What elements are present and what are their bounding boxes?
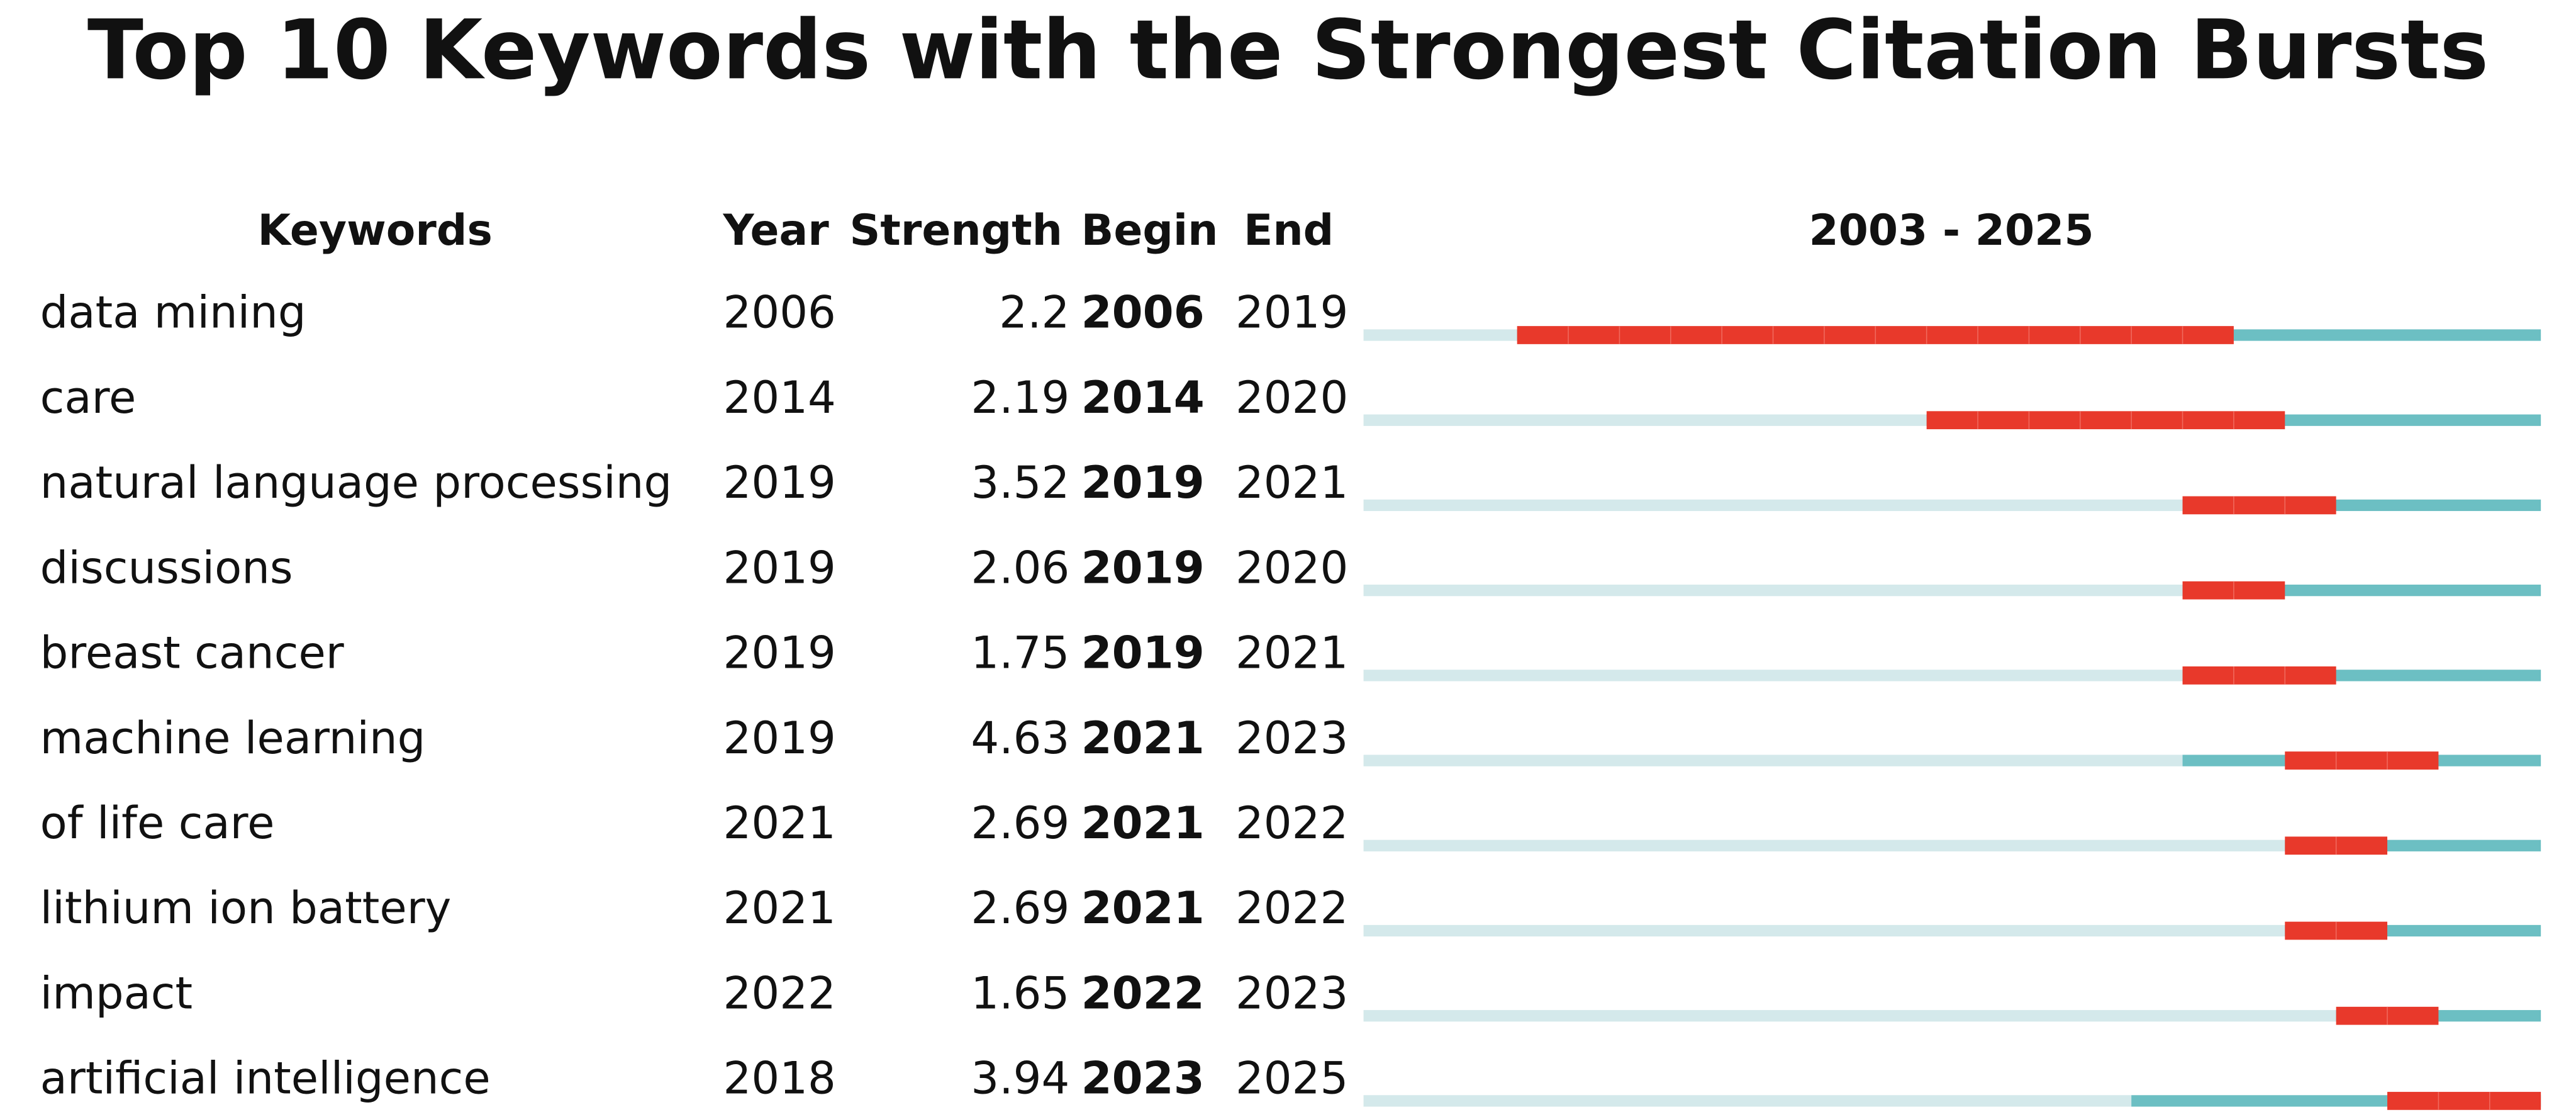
end: 2022 (1235, 882, 1348, 934)
begin: 2006 (1081, 287, 1205, 339)
strength: 1.75 (971, 627, 1069, 679)
year: 2019 (723, 542, 836, 593)
end: 2021 (1235, 627, 1348, 679)
burst (2387, 1092, 2541, 1110)
header: Year (723, 206, 830, 255)
begin: 2022 (1081, 967, 1205, 1019)
strength: 2.06 (971, 542, 1069, 593)
strength: 2.19 (971, 372, 1069, 424)
keyword: impact (40, 967, 193, 1019)
begin: 2021 (1081, 712, 1205, 764)
begin: 2019 (1081, 457, 1205, 508)
year: 2014 (723, 372, 836, 424)
year: 2021 (723, 882, 836, 934)
strength: 2.2 (999, 287, 1069, 339)
year: 2006 (723, 287, 836, 339)
begin: 2019 (1081, 627, 1205, 679)
year: 2019 (723, 712, 836, 764)
keyword: natural language processing (40, 457, 672, 508)
end: 2019 (1235, 287, 1348, 339)
timeline-before (1363, 329, 1517, 341)
timeline-header: 2003 - 2025 (1809, 206, 2094, 255)
timeline-before (1363, 1010, 2336, 1022)
year: 2019 (723, 627, 836, 679)
timeline-before (1363, 755, 2183, 766)
title: Top 10 Keywords with the Strongest Citat… (87, 2, 2489, 98)
keyword: care (40, 372, 137, 424)
end: 2022 (1235, 797, 1348, 849)
keyword: breast cancer (40, 627, 344, 679)
timeline-before (1363, 1095, 2132, 1107)
timeline-before (1363, 924, 2285, 937)
end: 2020 (1235, 372, 1348, 424)
strength: 2.69 (971, 882, 1069, 934)
begin: 2021 (1081, 797, 1205, 849)
end: 2023 (1235, 712, 1348, 764)
header: Begin (1081, 206, 1218, 255)
burst (2182, 496, 2336, 515)
keyword: discussions (40, 542, 293, 593)
year: 2019 (723, 457, 836, 508)
burst (2182, 666, 2336, 685)
begin: 2023 (1081, 1053, 1205, 1104)
timeline-before (1363, 499, 2183, 512)
year: 2022 (723, 967, 836, 1019)
timeline-before (1363, 839, 2285, 851)
header: Strength (850, 206, 1062, 255)
strength: 4.63 (971, 712, 1069, 764)
keyword: machine learning (40, 712, 426, 764)
strength: 3.94 (971, 1053, 1069, 1104)
header: Keywords (257, 206, 492, 255)
timeline-before (1363, 585, 2183, 597)
end: 2020 (1235, 542, 1348, 593)
strength: 1.65 (971, 967, 1069, 1019)
burst (1926, 411, 2285, 430)
begin: 2014 (1081, 372, 1205, 424)
strength: 3.52 (971, 457, 1069, 508)
timeline-before (1363, 414, 1927, 426)
keyword: data mining (40, 287, 306, 339)
end: 2021 (1235, 457, 1348, 508)
year: 2018 (723, 1053, 836, 1104)
year: 2021 (723, 797, 836, 849)
keyword: artificial intelligence (40, 1053, 491, 1104)
end: 2023 (1235, 967, 1348, 1019)
keyword: of life care (40, 797, 275, 849)
burst (2285, 751, 2439, 770)
strength: 2.69 (971, 797, 1069, 849)
timeline-before (1363, 670, 2183, 682)
begin: 2021 (1081, 882, 1205, 934)
begin: 2019 (1081, 542, 1205, 593)
keyword: lithium ion battery (40, 882, 452, 934)
header: End (1244, 206, 1334, 255)
end: 2025 (1235, 1053, 1348, 1104)
